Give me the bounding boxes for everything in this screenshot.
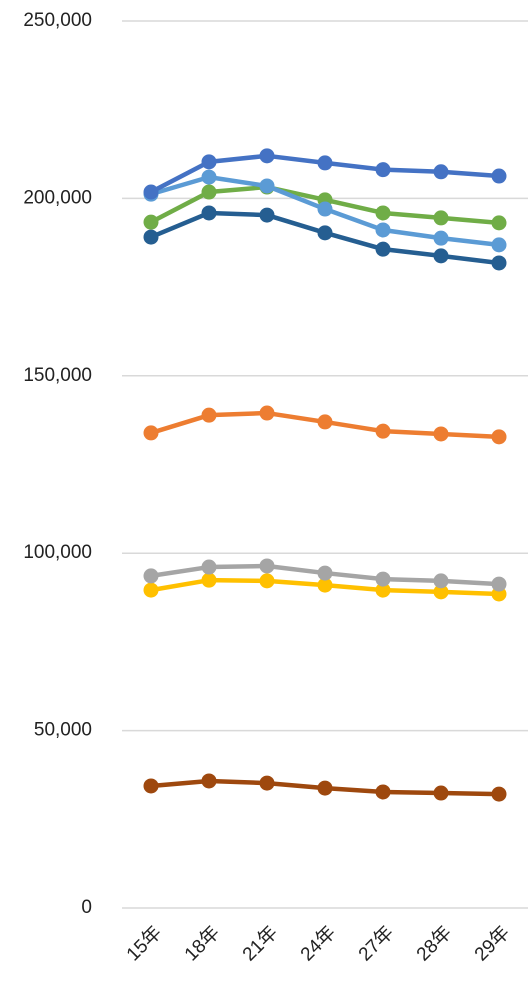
point xyxy=(433,230,449,246)
point xyxy=(491,168,507,184)
point xyxy=(491,786,507,802)
point xyxy=(143,229,159,245)
point xyxy=(143,568,159,584)
point xyxy=(143,214,159,230)
point xyxy=(259,558,275,574)
point xyxy=(317,201,333,217)
point xyxy=(375,222,391,238)
point xyxy=(201,559,217,575)
point xyxy=(317,155,333,171)
point xyxy=(375,784,391,800)
point xyxy=(143,582,159,598)
y-tick-label: 200,000 xyxy=(23,187,92,208)
point xyxy=(375,162,391,178)
x-tick-label: 21年 xyxy=(238,922,282,966)
x-tick-label: 18年 xyxy=(180,922,224,966)
point xyxy=(433,785,449,801)
point xyxy=(317,577,333,593)
point xyxy=(433,584,449,600)
point xyxy=(491,429,507,445)
y-tick-label: 0 xyxy=(81,897,92,918)
point xyxy=(433,210,449,226)
x-tick-label: 29年 xyxy=(470,922,514,966)
point xyxy=(259,207,275,223)
point xyxy=(491,255,507,271)
point xyxy=(201,572,217,588)
point xyxy=(259,178,275,194)
point xyxy=(433,426,449,442)
point xyxy=(259,775,275,791)
point xyxy=(317,780,333,796)
point xyxy=(375,571,391,587)
point xyxy=(259,573,275,589)
point xyxy=(201,169,217,185)
point xyxy=(259,148,275,164)
point xyxy=(317,225,333,241)
x-tick-label: 24年 xyxy=(296,922,340,966)
point xyxy=(317,565,333,581)
y-tick-label: 50,000 xyxy=(34,720,92,741)
x-tick-label: 27年 xyxy=(354,922,398,966)
x-tick-label: 15年 xyxy=(122,922,166,966)
point xyxy=(201,154,217,170)
point xyxy=(433,248,449,264)
point xyxy=(375,241,391,257)
y-tick-label: 100,000 xyxy=(23,542,92,563)
x-tick-label: 28年 xyxy=(412,922,456,966)
point xyxy=(201,184,217,200)
point xyxy=(259,405,275,421)
y-tick-label: 150,000 xyxy=(23,365,92,386)
point xyxy=(201,407,217,423)
point xyxy=(375,582,391,598)
point xyxy=(491,215,507,231)
point xyxy=(143,778,159,794)
point xyxy=(491,237,507,253)
point xyxy=(201,205,217,221)
point xyxy=(491,576,507,592)
point xyxy=(143,184,159,200)
point xyxy=(375,205,391,221)
point xyxy=(433,573,449,589)
point xyxy=(433,164,449,180)
y-tick-label: 250,000 xyxy=(23,10,92,31)
point xyxy=(317,414,333,430)
point xyxy=(143,425,159,441)
point xyxy=(201,773,217,789)
point xyxy=(375,423,391,439)
